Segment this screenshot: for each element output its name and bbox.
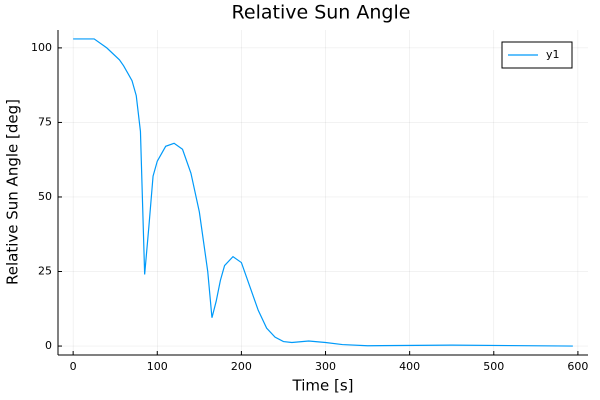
y-tick-label: 100 <box>31 41 52 54</box>
x-tick-label: 400 <box>399 360 420 373</box>
y-axis-label: Relative Sun Angle [deg] <box>4 99 22 285</box>
y-tick-label: 25 <box>38 265 52 278</box>
legend: y1 <box>501 41 573 69</box>
x-tick-label: 0 <box>70 360 77 373</box>
x-axis-label: Time [s] <box>292 377 354 395</box>
x-tick-label: 300 <box>315 360 336 373</box>
line-series <box>73 38 573 347</box>
legend-label: y1 <box>546 48 560 61</box>
x-tick-label: 600 <box>567 360 588 373</box>
y-tick-label: 50 <box>38 190 52 203</box>
y-tick-label: 0 <box>45 339 52 352</box>
y-tick-label: 75 <box>38 115 52 128</box>
x-tick-label: 500 <box>483 360 504 373</box>
x-tick-label: 100 <box>147 360 168 373</box>
chart-title: Relative Sun Angle <box>232 2 411 24</box>
x-tick-label: 200 <box>231 360 252 373</box>
